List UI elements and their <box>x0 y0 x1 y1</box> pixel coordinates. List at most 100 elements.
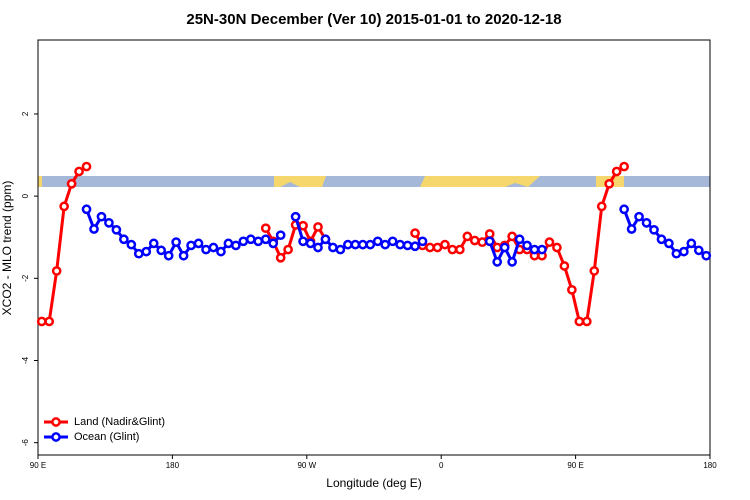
data-point <box>574 316 585 327</box>
plot-frame <box>37 39 711 456</box>
data-point <box>260 223 271 234</box>
data-point <box>44 316 55 327</box>
x-tick-label: 90 E <box>567 461 583 470</box>
data-point <box>81 161 92 172</box>
data-point <box>537 244 547 255</box>
y-tick-label: 2 <box>21 111 30 116</box>
data-point <box>238 236 249 247</box>
data-point <box>455 244 465 255</box>
y-tick-label: -4 <box>21 356 30 364</box>
data-point <box>156 245 167 256</box>
data-point <box>484 229 495 239</box>
data-point <box>484 236 495 247</box>
data-point <box>656 234 667 245</box>
data-point <box>641 217 652 228</box>
data-point <box>477 237 488 248</box>
data-point <box>589 266 600 276</box>
data-point <box>305 238 316 249</box>
data-point <box>223 238 234 249</box>
data-point <box>649 224 659 235</box>
data-point <box>567 284 577 295</box>
data-point <box>313 242 323 253</box>
data-point <box>626 224 637 234</box>
data-point <box>380 239 391 250</box>
x-tick-label: 0 <box>439 461 444 470</box>
data-point <box>216 246 226 257</box>
data-point <box>440 239 450 250</box>
data-point <box>186 240 196 251</box>
data-point <box>313 222 323 232</box>
data-point <box>66 178 77 189</box>
y-tick-label: -2 <box>21 274 30 282</box>
data-point <box>253 236 264 247</box>
data-point <box>335 244 346 255</box>
land-band <box>420 176 540 187</box>
data-point <box>492 257 503 267</box>
data-point <box>559 261 570 271</box>
data-point <box>126 239 137 250</box>
data-point <box>410 241 420 252</box>
data-point <box>193 238 204 249</box>
data-point <box>343 239 353 250</box>
data-point <box>701 250 712 261</box>
data-point <box>619 161 629 172</box>
x-tick-label: 180 <box>166 461 180 470</box>
data-point <box>634 211 644 222</box>
data-point <box>552 242 562 253</box>
data-point <box>425 242 435 253</box>
data-point <box>619 204 629 215</box>
data-point <box>283 244 293 255</box>
data-point <box>328 242 338 253</box>
x-tick-label: 90 W <box>297 461 316 470</box>
data-point <box>492 242 503 253</box>
data-point <box>387 236 398 247</box>
data-point <box>201 244 211 255</box>
ocean-band <box>38 176 710 187</box>
data-point <box>268 238 279 249</box>
data-point <box>96 211 107 222</box>
y-tick-label: -6 <box>21 439 30 447</box>
data-point <box>432 242 443 253</box>
data-point <box>260 234 271 245</box>
data-point <box>522 240 532 251</box>
data-point <box>51 266 62 276</box>
x-axis-label: Longitude (deg E) <box>326 476 421 490</box>
data-point <box>275 230 286 241</box>
x-tick-label: 180 <box>703 461 717 470</box>
data-point <box>462 231 473 242</box>
data-point <box>298 236 308 247</box>
data-point <box>395 239 405 250</box>
data-point <box>74 166 84 177</box>
data-point <box>544 237 555 248</box>
data-point <box>581 316 592 327</box>
data-point <box>507 231 517 242</box>
data-point <box>178 250 189 261</box>
data-point <box>693 245 704 256</box>
data-point <box>611 166 622 177</box>
data-point <box>245 234 256 245</box>
data-point <box>417 236 428 247</box>
data-point <box>89 224 99 234</box>
chart-title: 25N-30N December (Ver 10) 2015-01-01 to … <box>186 11 561 28</box>
data-point <box>59 201 69 212</box>
data-point <box>365 239 376 250</box>
legend-marker <box>51 417 61 427</box>
data-point <box>148 238 159 249</box>
data-point <box>119 234 129 245</box>
data-point <box>529 244 540 255</box>
data-point <box>208 242 219 253</box>
data-point <box>163 250 174 261</box>
legend-label: Ocean (Glint) <box>74 431 139 443</box>
y-tick-label: 0 <box>21 193 30 198</box>
data-point <box>402 240 413 251</box>
data-point <box>104 217 114 228</box>
data-point <box>604 178 615 189</box>
data-point <box>111 224 122 235</box>
legend-marker <box>51 432 61 442</box>
data-point <box>469 235 480 246</box>
data-point <box>171 237 181 248</box>
data-point <box>514 234 525 245</box>
data-point <box>507 257 517 267</box>
data-point <box>372 236 383 247</box>
